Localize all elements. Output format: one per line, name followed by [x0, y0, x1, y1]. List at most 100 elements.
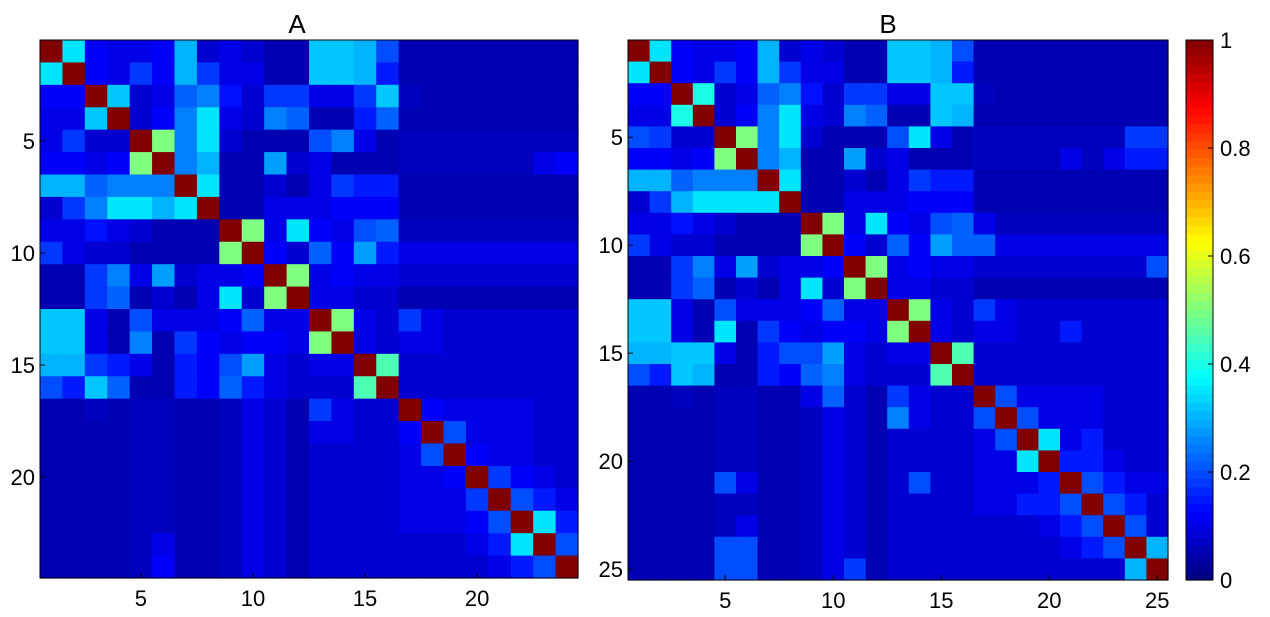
- y-tick-label: 10: [599, 233, 623, 258]
- heatmap-cell-20-20: [465, 465, 489, 489]
- heatmap-cell-14-4: [107, 331, 131, 355]
- heatmap-cell-20-23: [1103, 450, 1126, 473]
- heatmap-cell-5-8: [779, 126, 802, 149]
- heatmap-cell-24-7: [757, 536, 780, 559]
- heatmap-cell-25-12: [865, 558, 888, 581]
- heatmap-cell-24-6: [152, 555, 176, 579]
- heatmap-cell-10-6: [152, 241, 176, 265]
- heatmap-cell-23-2: [62, 533, 86, 557]
- heatmap-cell-19-10: [241, 443, 265, 467]
- heatmap-cell-19-20: [465, 443, 489, 467]
- heatmap-cell-7-11: [844, 169, 867, 192]
- heatmap-cell-8-7: [757, 191, 780, 214]
- y-tick-label: 20: [11, 465, 35, 490]
- heatmap-cell-4-2: [62, 107, 86, 131]
- heatmap-cell-6-14: [331, 152, 355, 176]
- heatmap-cell-12-8: [196, 286, 220, 310]
- heatmap-cell-1-22: [1081, 40, 1104, 63]
- heatmap-cell-23-20: [1038, 515, 1061, 538]
- heatmap-cell-4-9: [219, 107, 243, 131]
- heatmap-cell-17-15: [930, 385, 953, 408]
- heatmap-cell-19-9: [219, 443, 243, 467]
- heatmap-cell-11-15: [353, 264, 377, 288]
- heatmap-cell-5-11: [844, 126, 867, 149]
- heatmap-cell-14-2: [62, 331, 86, 355]
- heatmap-cell-14-13: [309, 331, 333, 355]
- heatmap-cell-9-14: [331, 219, 355, 243]
- heatmap-cell-16-24: [555, 376, 579, 400]
- heatmap-cell-22-2: [62, 510, 86, 534]
- colorbar-segment: [1186, 326, 1213, 336]
- heatmap-cell-21-3: [84, 488, 108, 512]
- heatmap-cell-20-7: [174, 465, 198, 489]
- heatmap-cell-18-21: [1060, 407, 1083, 430]
- heatmap-cell-18-1: [628, 407, 651, 430]
- heatmap-cell-21-8: [196, 488, 220, 512]
- heatmap-cell-20-1: [628, 450, 651, 473]
- heatmap-cell-18-22: [510, 421, 534, 445]
- heatmap-cell-1-23: [533, 40, 557, 64]
- heatmap-cell-6-21: [1060, 148, 1083, 171]
- heatmap-cell-7-13: [309, 174, 333, 198]
- heatmap-cell-14-18: [995, 320, 1018, 343]
- heatmap-cell-14-9: [219, 331, 243, 355]
- heatmap-cell-9-8: [196, 219, 220, 243]
- heatmap-cell-25-14: [908, 558, 931, 581]
- heatmap-cell-1-5: [129, 40, 153, 64]
- heatmap-cell-5-15: [353, 129, 377, 153]
- heatmap-cell-17-14: [331, 398, 355, 422]
- heatmap-cell-10-18: [995, 234, 1018, 257]
- heatmap-cell-4-24: [1124, 104, 1147, 127]
- heatmap-cell-12-14: [331, 286, 355, 310]
- heatmap-cell-11-23: [1103, 256, 1126, 279]
- heatmap-cell-7-9: [800, 169, 823, 192]
- heatmap-cell-24-22: [510, 555, 534, 579]
- heatmap-cell-23-11: [264, 533, 288, 557]
- heatmap-cell-11-11: [264, 264, 288, 288]
- heatmap-cell-15-25: [1146, 342, 1169, 365]
- heatmap-cell-1-25: [1146, 40, 1169, 63]
- heatmap-cell-7-14: [908, 169, 931, 192]
- heatmap-cell-5-4: [107, 129, 131, 153]
- heatmap-cell-14-16: [952, 320, 975, 343]
- heatmap-cell-3-23: [1103, 83, 1126, 106]
- heatmap-cell-6-11: [844, 148, 867, 171]
- heatmap-cell-4-13: [887, 104, 910, 127]
- heatmap-cell-14-11: [844, 320, 867, 343]
- heatmap-cell-11-17: [973, 256, 996, 279]
- heatmap-cell-3-9: [219, 84, 243, 108]
- heatmap-cell-12-3: [671, 277, 694, 300]
- heatmap-cell-11-14: [908, 256, 931, 279]
- heatmap-cell-2-15: [930, 61, 953, 84]
- heatmap-cell-16-10: [241, 376, 265, 400]
- heatmap-cell-15-10: [822, 342, 845, 365]
- heatmap-cell-21-5: [714, 472, 737, 495]
- heatmap-cell-1-20: [1038, 40, 1061, 63]
- colorbar-segment: [1186, 428, 1213, 438]
- colorbar-segment: [1186, 73, 1213, 83]
- heatmap-cell-20-24: [555, 465, 579, 489]
- heatmap-cell-23-12: [865, 515, 888, 538]
- heatmap-cell-3-9: [800, 83, 823, 106]
- heatmap-cell-15-13: [309, 353, 333, 377]
- heatmap-cell-4-1: [628, 104, 651, 127]
- heatmap-cell-12-10: [241, 286, 265, 310]
- heatmap-cell-25-9: [800, 558, 823, 581]
- heatmap-cell-23-22: [510, 533, 534, 557]
- heatmap-cell-19-8: [196, 443, 220, 467]
- heatmap-cell-24-13: [309, 555, 333, 579]
- heatmap-cell-2-1: [40, 62, 64, 86]
- colorbar-segment: [1186, 537, 1213, 547]
- heatmap-cell-21-19: [1016, 472, 1039, 495]
- heatmap-cell-9-1: [628, 212, 651, 235]
- heatmap-cell-14-18: [421, 331, 445, 355]
- heatmap-cell-16-6: [152, 376, 176, 400]
- heatmap-cell-4-8: [196, 107, 220, 131]
- heatmap-cell-16-14: [908, 364, 931, 387]
- heatmap-cell-1-22: [510, 40, 534, 64]
- heatmap-cell-2-20: [1038, 61, 1061, 84]
- heatmap-cell-21-12: [865, 472, 888, 495]
- heatmap-cell-5-17: [973, 126, 996, 149]
- colorbar-tick-label: 0.4: [1220, 352, 1251, 377]
- colorbar-segment: [1186, 208, 1213, 218]
